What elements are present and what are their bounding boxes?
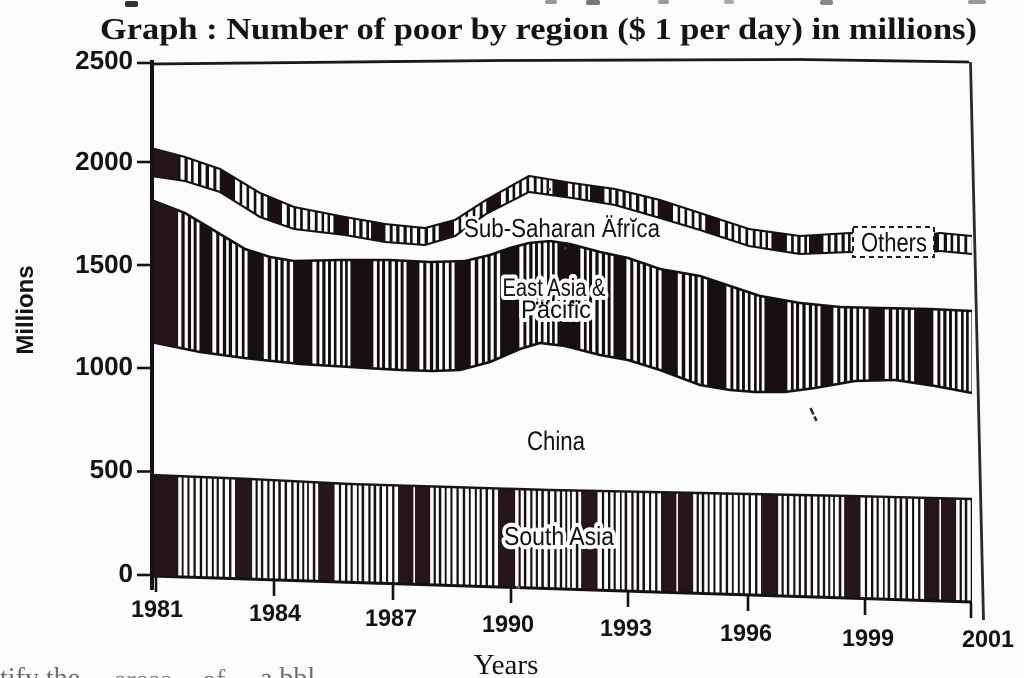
svg-text:Sub-Saharan Äfrĭca: Sub-Saharan Äfrĭca: [464, 213, 660, 243]
svg-text:1993: 1993: [600, 615, 652, 642]
svg-text:1987: 1987: [365, 605, 417, 632]
svg-text:Years: Years: [474, 649, 539, 678]
svg-text:2000: 2000: [75, 146, 133, 176]
svg-text:1990: 1990: [482, 611, 534, 638]
svg-text:2001: 2001: [962, 626, 1014, 653]
svg-text:South Asia: South Asia: [504, 521, 614, 551]
svg-text:500: 500: [90, 454, 133, 484]
svg-text:1984: 1984: [249, 600, 302, 627]
svg-text:of: of: [202, 665, 226, 678]
svg-text:areas: areas: [114, 665, 172, 678]
svg-text:Sub-Saharan Äfrĭca: Sub-Saharan Äfrĭca: [464, 213, 660, 243]
svg-text:tify the: tify the: [0, 663, 80, 678]
svg-text:1996: 1996: [720, 620, 772, 647]
svg-text:0: 0: [119, 558, 133, 588]
svg-text:East Asia &: East Asia &: [503, 274, 606, 302]
svg-text:China: China: [527, 426, 586, 456]
svg-text:1500: 1500: [75, 249, 133, 279]
svg-text:Pacific: Pacific: [521, 296, 591, 324]
svg-text:Others: Others: [861, 228, 927, 258]
svg-text:Millions: Millions: [12, 265, 39, 354]
svg-text:1981: 1981: [131, 596, 183, 623]
svg-text:1999: 1999: [842, 625, 894, 652]
svg-text:2500: 2500: [75, 45, 133, 75]
svg-text:South Asia: South Asia: [504, 521, 614, 551]
svg-text:1000: 1000: [75, 351, 133, 381]
svg-text:a bbl: a bbl: [260, 663, 315, 678]
svg-text:East Asia &: East Asia &: [503, 274, 606, 302]
svg-text:Graph : Number of poor by regi: Graph : Number of poor by region ($ 1 pe…: [100, 11, 977, 46]
